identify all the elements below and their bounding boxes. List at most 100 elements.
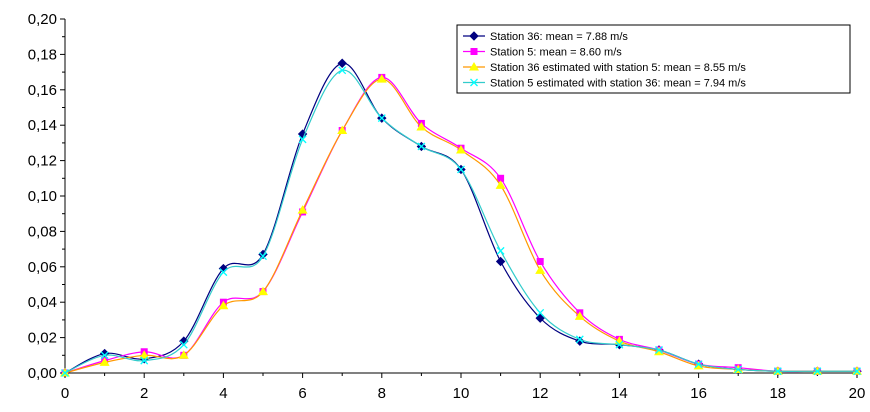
x-tick-label: 6 [298,385,306,402]
data-point [416,121,427,131]
data-point [297,205,308,214]
legend-label: Station 5: mean = 8.60 m/s [490,47,622,59]
y-tick-label: 0,14 [28,117,57,134]
marker-stroke [377,114,386,123]
station-5-series-line [64,76,857,374]
data-point [178,350,189,359]
station-36-estimated-series [60,74,862,377]
marker-stroke [813,367,822,376]
marker-stroke [853,367,861,376]
legend-item: Station 5: mean = 8.60 m/s [463,47,622,59]
legend-item: Station 36 estimated with station 5: mea… [463,62,746,74]
data-point [258,286,268,296]
data-point [575,335,584,344]
marker-stroke [457,165,465,174]
data-point [655,346,663,354]
data-point [337,125,348,135]
data-point [773,367,782,376]
marker-stroke [694,360,703,369]
data-point [61,369,69,377]
data-point [218,300,229,310]
marker-stroke [734,365,743,374]
legend-label: Station 36 estimated with station 5: mea… [490,62,746,74]
y-tick-label: 0,12 [28,153,57,170]
y-tick-label: 0,02 [28,330,57,347]
y-tick-label: 0,08 [28,223,57,240]
legend-item: Station 5 estimated with station 36: mea… [463,78,746,90]
data-point [377,114,386,123]
x-tick-label: 0 [61,385,69,402]
station-36-series-line [64,62,857,374]
data-point [140,356,149,365]
marker-stroke [615,340,624,349]
marker-stroke [536,308,545,317]
legend-swatch-marker [469,62,479,71]
legend: Station 36: mean = 7.88 m/s Station 5: me… [456,24,851,94]
data-point [495,256,506,267]
legend-label: Station 5 estimated with station 36: mea… [490,78,746,90]
x-tick-label: 16 [690,385,707,402]
data-point [536,308,545,317]
data-point [496,246,505,255]
data-point [139,350,150,359]
legend-swatch-marker [470,78,478,87]
data-point [337,58,347,68]
data-point [497,174,505,182]
marker-stroke [655,346,663,354]
data-point [338,66,347,75]
x-tick-label: 18 [769,385,786,402]
marker-stroke [298,135,307,144]
marker-stroke [100,351,109,360]
marker-stroke [417,142,426,151]
data-point [99,357,110,366]
y-tick-label: 0,00 [28,365,57,382]
data-point [853,367,861,376]
data-point [376,74,387,83]
y-tick-label: 0,18 [28,46,57,63]
marker-stroke [259,252,267,261]
legend-box [456,24,851,94]
legend-item: Station 36: mean = 7.88 m/s [463,31,628,43]
marker-stroke [338,66,347,75]
data-point [734,365,743,374]
marker-stroke [179,340,188,349]
marker-stroke [496,246,505,255]
marker-stroke [61,369,69,377]
data-point [574,311,585,320]
data-point [615,340,624,349]
y-tick-label: 0,16 [28,82,57,99]
data-point [417,142,426,151]
x-tick-label: 20 [849,385,866,402]
station-5-estimated-series [61,66,861,377]
data-point [219,268,228,277]
data-point [456,144,466,154]
data-point [259,252,267,261]
data-point [535,313,545,323]
data-point [536,257,544,265]
y-tick-label: 0,04 [28,294,57,311]
data-point [457,165,465,174]
y-tick-label: 0,20 [28,11,57,28]
x-tick-label: 14 [611,385,628,402]
x-tick-label: 4 [219,385,227,402]
station-36-estimated-series-line [64,78,857,374]
y-tick-label: 0,06 [28,259,57,276]
marker-stroke [773,367,782,376]
tick-labels: 0,00 0,02 0,04 0,06 0,08 0,10 0,12 0,14 0,16 0,18… [28,11,866,402]
x-tick-label: 8 [378,385,386,402]
marker-stroke [575,335,584,344]
data-point [495,180,506,189]
data-point [298,135,307,144]
marker-stroke [219,268,228,277]
data-point [100,351,109,360]
data-point [535,265,546,274]
y-tick-label: 0,10 [28,188,57,205]
legend-swatch-marker [469,31,479,41]
station-5-estimated-series-line [64,69,857,374]
series-layer [60,58,862,378]
x-tick-label: 2 [140,385,148,402]
data-point [813,367,822,376]
marker-stroke [140,356,149,365]
x-tick-label: 12 [532,385,549,402]
